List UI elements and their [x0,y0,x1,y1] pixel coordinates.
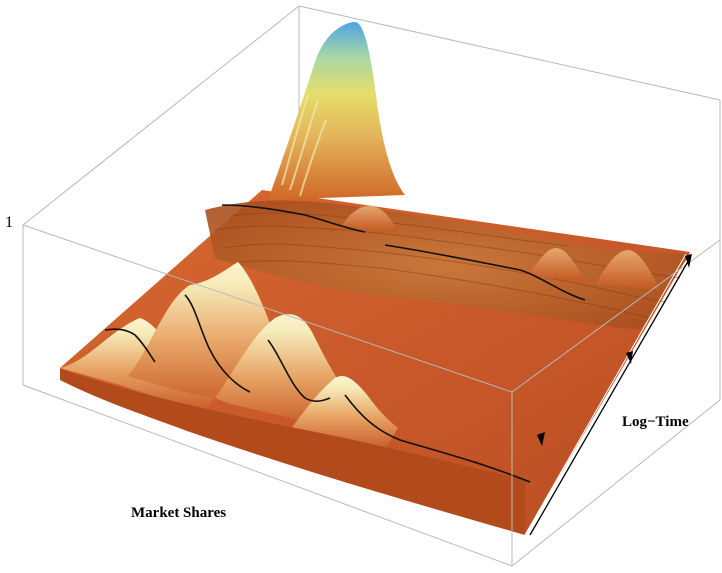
box-back-edges [22,5,721,240]
surface-bump [596,250,660,290]
surface-peak-ribs [281,94,327,197]
box-front-edges [22,224,721,567]
x-axis-label: Market Shares [131,505,227,521]
box-edge [22,384,513,567]
box-edge [511,399,721,567]
trajectory-line [104,294,531,483]
surface-ridge-3 [215,314,345,428]
time-axis-line [529,257,691,536]
arrowhead-icon [626,351,633,364]
time-axis-arrows [524,253,691,536]
trajectory-line [221,204,586,301]
arrowhead-icon [537,432,545,446]
surface-bump [528,248,586,282]
box-edge [22,224,513,393]
y-axis-label: Log−Time [622,414,689,430]
box-edge [298,5,721,101]
surface-ridge-4 [290,376,398,450]
z-tick-label: 1 [5,214,13,231]
surface-noise-band [205,200,690,330]
surface-front [60,368,525,535]
arrowhead-icon [685,254,692,268]
time-axis-line-shadow [524,253,687,536]
box-edge [22,5,300,226]
surface-peak [268,22,405,200]
surface-bump [340,205,398,232]
arrowheads [537,254,692,446]
